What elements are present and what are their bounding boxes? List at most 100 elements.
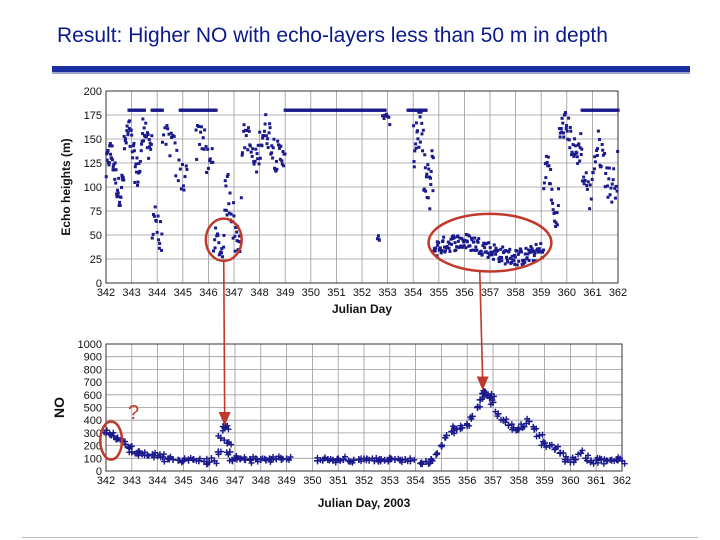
data-point [613,186,617,190]
data-point [494,246,498,250]
data-point [522,258,526,262]
data-point [212,249,216,253]
data-point [588,183,592,187]
data-point [263,122,267,126]
data-point [160,232,164,236]
data-point [199,125,203,129]
data-point [557,127,561,131]
annotation-arrow [222,260,226,417]
data-point [122,134,126,138]
data-point [156,451,167,461]
data-point [243,146,247,150]
data-point [147,156,151,160]
x-tick-label: 349 [276,287,294,299]
data-point [512,259,516,263]
data-point [167,132,171,136]
data-point [578,159,582,163]
data-point [227,211,231,215]
y-tick-label: 700 [84,377,102,389]
data-point [159,248,163,252]
data-point [154,219,158,223]
data-point [234,226,238,230]
data-point [563,112,567,116]
data-point [573,152,577,156]
data-point [424,175,428,179]
data-point [208,159,212,163]
data-point [479,249,483,253]
data-point [547,164,551,168]
x-tick-label: 349 [277,475,295,487]
data-point [215,432,228,444]
data-point [223,448,234,458]
data-point [145,134,149,138]
data-point [506,260,510,264]
x-tick-label: 353 [381,475,399,487]
data-point [118,203,122,207]
data-point [235,230,239,234]
data-point [513,255,517,259]
data-point [113,434,122,443]
title-underline [52,66,690,72]
data-point [150,134,154,138]
data-point [473,236,477,240]
x-tick-label: 344 [148,287,166,299]
data-point [463,420,473,429]
data-point [534,242,538,246]
data-point [510,254,514,258]
data-point [139,149,143,153]
data-point [183,175,187,179]
highlight-circle [99,420,124,461]
data-point [130,133,134,137]
data-point [223,179,227,183]
data-point [427,167,431,171]
data-point [115,188,119,192]
data-point [424,189,428,193]
x-tick-label: 359 [532,287,550,299]
data-point [556,449,567,457]
data-point [252,162,256,166]
data-point [428,207,432,211]
data-point [605,184,609,188]
data-point [204,145,208,149]
y-tick-label: 200 [84,86,102,98]
data-point [595,148,599,152]
annotation-arrow [478,271,484,381]
data-point [467,234,471,238]
data-point [150,236,154,240]
data-point [542,248,546,252]
data-point [247,129,251,133]
data-point [467,412,476,422]
data-point [414,146,418,150]
data-point [556,204,560,208]
data-point [528,251,532,255]
data-point [114,181,118,185]
data-point [492,243,496,247]
data-point [113,177,117,181]
data-point [160,140,164,144]
data-point [610,200,614,204]
data-point [229,212,233,216]
data-point [523,260,527,264]
data-point [606,195,610,199]
data-point [567,138,571,142]
data-point [222,245,226,249]
data-point [209,160,213,164]
data-point [493,249,497,253]
data-point [131,144,135,148]
data-point [557,187,561,191]
data-point [595,153,599,157]
data-point [123,137,127,141]
data-point [565,124,569,128]
data-point [206,147,210,151]
data-point [225,213,229,217]
data-point [497,260,501,264]
data-point [141,449,151,459]
data-point [111,165,115,169]
data-point [503,262,507,266]
data-point [121,175,125,179]
data-point [553,219,557,223]
data-point [542,187,546,191]
data-point [138,159,142,163]
data-point [165,124,169,128]
data-point [487,397,497,408]
